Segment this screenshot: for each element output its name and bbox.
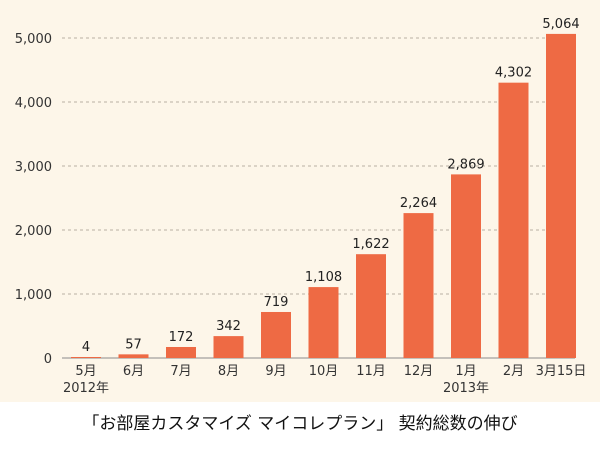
x-tick-label: 2月 [503,364,524,379]
chart-caption: 「お部屋カスタマイズ マイコレプラン」 契約総数の伸び [82,414,518,434]
data-label: 57 [125,337,142,352]
bar [71,357,101,358]
x-tick-label: 3月15日 [536,364,587,379]
bar [261,311,291,358]
data-label: 4,302 [495,66,532,81]
x-tick-label: 11月 [356,364,386,379]
year-label: 2013年 [443,381,489,396]
chart-panel: 0 1,000 2,000 3,000 4,000 5,000 4 5月 57 6月 172 7月 34… [0,0,600,402]
bar [451,174,481,358]
data-label: 5,064 [542,17,579,32]
y-tick-label: 2,000 [15,224,52,239]
bar [308,287,339,358]
data-label: 342 [216,319,241,334]
x-tick-label: 6月 [123,364,144,379]
data-label: 1,622 [352,237,389,252]
bar [403,213,434,358]
data-label: 2,264 [400,196,437,211]
y-tick-label: 1,000 [15,288,52,303]
bar [166,346,196,358]
x-tick-label: 8月 [218,364,239,379]
data-label: 1,108 [305,270,342,285]
year-label: 2012年 [63,381,109,396]
bar [213,336,244,358]
x-tick-label: 5月 [75,364,96,379]
bar [546,33,576,359]
bar [498,82,529,358]
bar [356,254,386,358]
y-tick-label: 0 [44,352,52,367]
bar [118,354,149,358]
data-label: 719 [264,295,289,310]
data-label: 4 [82,340,90,355]
data-label: 2,869 [447,157,484,172]
x-tick-label: 1月 [455,364,476,379]
y-tick-label: 4,000 [15,96,52,111]
bar-chart: 0 1,000 2,000 3,000 4,000 5,000 4 5月 57 6月 172 7月 34… [15,17,587,396]
y-tick-label: 5,000 [15,32,52,47]
x-tick-label: 7月 [170,364,191,379]
y-tick-label: 3,000 [15,160,52,175]
x-tick-label: 10月 [309,364,339,379]
data-label: 172 [169,330,194,345]
x-tick-label: 9月 [265,364,286,379]
x-tick-label: 12月 [404,364,434,379]
